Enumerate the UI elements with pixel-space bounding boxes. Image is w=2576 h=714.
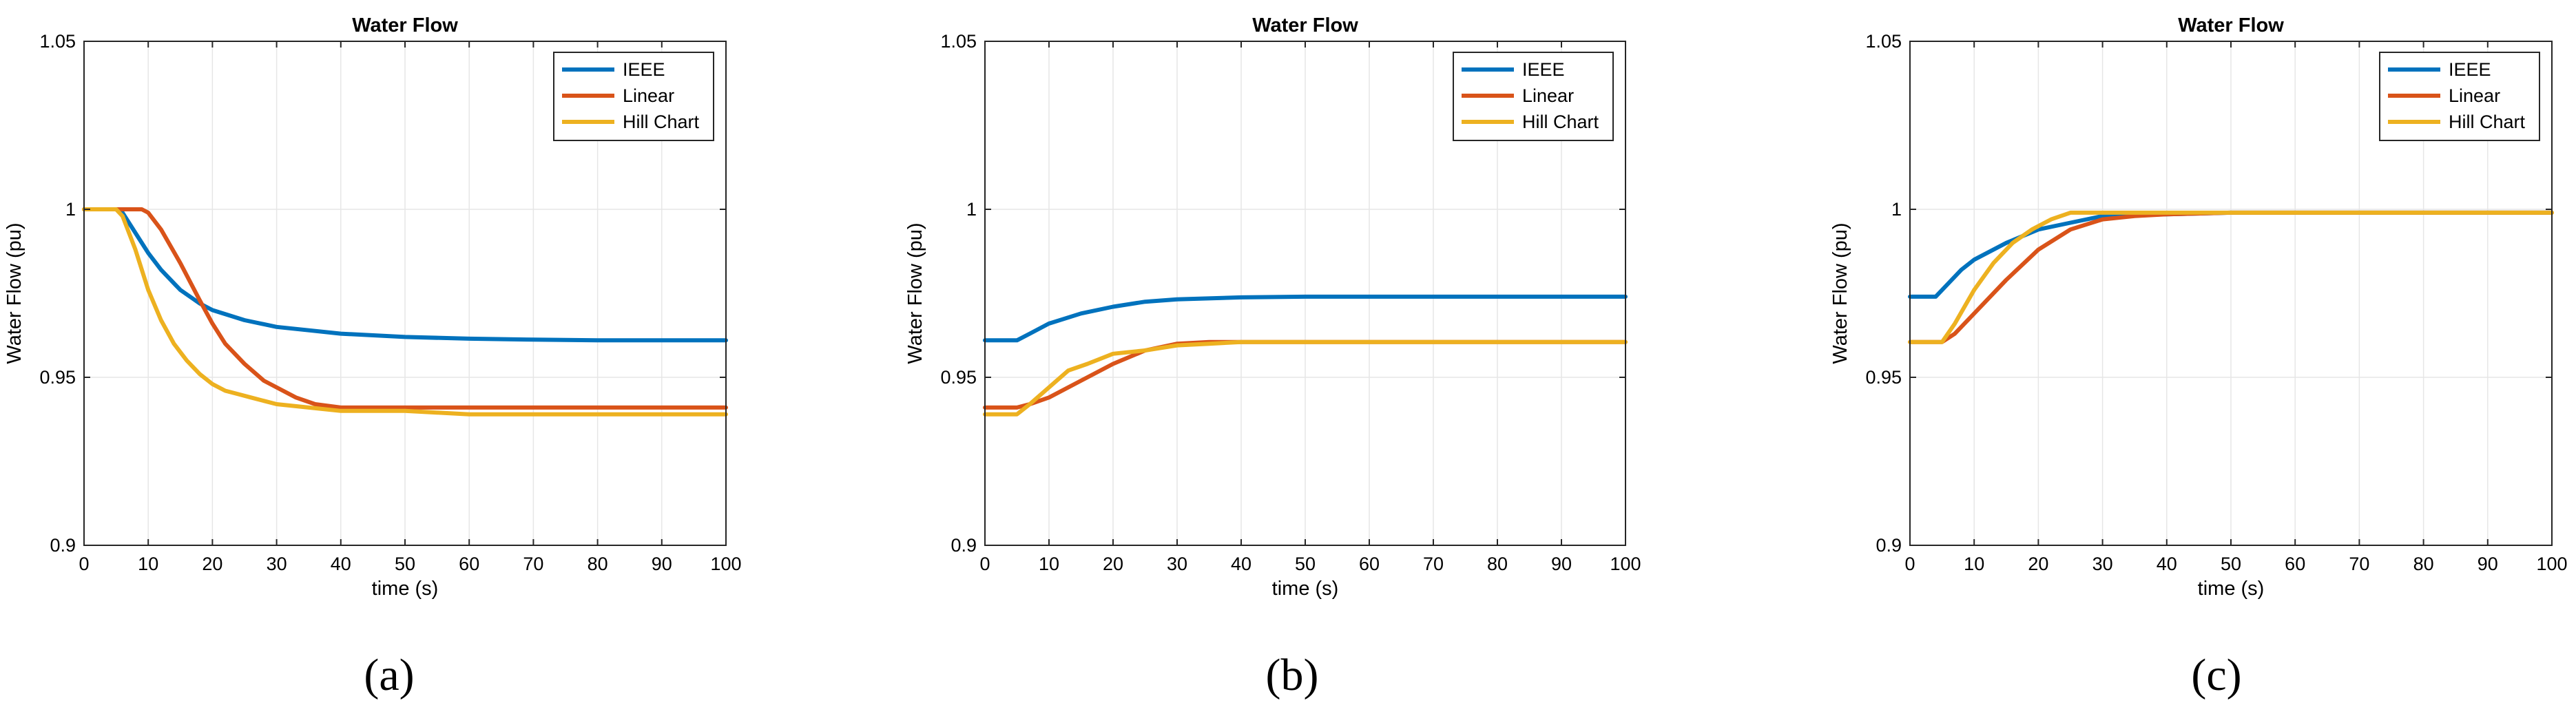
- x-tick-label: 40: [1231, 554, 1251, 574]
- series-line-ieee: [983, 294, 1628, 343]
- legend-entry-label: Hill Chart: [2449, 112, 2526, 132]
- x-tick-label: 90: [652, 554, 672, 574]
- y-tick-label: 1.05: [39, 31, 76, 52]
- y-tick-label: 1: [1891, 199, 1902, 220]
- series-line-ieee: [82, 207, 728, 343]
- series-line-hill-chart: [1908, 210, 2554, 344]
- x-tick-label: 10: [1039, 554, 1059, 574]
- x-tick-label: 50: [1295, 554, 1316, 574]
- x-tick-label: 30: [2092, 554, 2113, 574]
- x-tick-label: 20: [1103, 554, 1123, 574]
- y-tick-label: 1.05: [940, 31, 977, 52]
- x-tick-label: 50: [2221, 554, 2241, 574]
- x-tick-label: 100: [1610, 554, 1641, 574]
- x-tick-label: 100: [2536, 554, 2567, 574]
- y-axis-label: Water Flow (pu): [3, 222, 25, 364]
- legend-entry-label: Hill Chart: [1522, 112, 1599, 132]
- y-tick-label: 1: [966, 199, 977, 220]
- legend: IEEE Linear Hill Chart: [1453, 52, 1614, 141]
- series-line-hill-chart: [82, 207, 728, 417]
- chart-panel-2: 0 10 20 30 40 50 60 70 80 90 100 0.9 0.95 1 1.05 Water …: [904, 14, 1641, 700]
- legend-entry-label: Linear: [2449, 85, 2500, 106]
- y-axis-label: Water Flow (pu): [1829, 222, 1851, 364]
- y-tick-label: 0.9: [951, 535, 977, 556]
- legend-entry-label: IEEE: [623, 59, 665, 80]
- series-line-linear: [82, 207, 728, 410]
- subfigure-caption: (c): [2191, 650, 2241, 700]
- chart-panel-1: 0 10 20 30 40 50 60 70 80 90 100 0.9 0.95 1 1.05 Water …: [3, 14, 742, 700]
- x-tick-label: 90: [2478, 554, 2498, 574]
- legend-entry-label: IEEE: [1522, 59, 1565, 80]
- chart-panel-3: 0 10 20 30 40 50 60 70 80 90 100 0.9 0.95 1 1.05 Water …: [1829, 14, 2568, 700]
- chart-title: Water Flow: [2178, 14, 2284, 36]
- x-tick-label: 0: [1904, 554, 1915, 574]
- x-tick-label: 80: [588, 554, 608, 574]
- x-tick-label: 60: [2285, 554, 2305, 574]
- y-tick-label: 0.9: [1876, 535, 1902, 556]
- legend-entry-label: Linear: [623, 85, 674, 106]
- x-tick-label: 20: [2028, 554, 2048, 574]
- x-tick-label: 50: [395, 554, 415, 574]
- x-tick-label: 0: [979, 554, 990, 574]
- legend-entry-label: Hill Chart: [623, 112, 700, 132]
- x-axis-label: time (s): [1272, 578, 1339, 600]
- x-axis-label: time (s): [372, 578, 439, 600]
- x-tick-label: 40: [2157, 554, 2177, 574]
- x-tick-label: 10: [138, 554, 158, 574]
- x-tick-label: 80: [1487, 554, 1508, 574]
- legend: IEEE Linear Hill Chart: [553, 52, 714, 141]
- y-axis-label: Water Flow (pu): [904, 222, 926, 364]
- y-tick-label: 0.9: [50, 535, 76, 556]
- x-tick-label: 0: [79, 554, 89, 574]
- x-axis-label: time (s): [2198, 578, 2265, 600]
- series-line-hill-chart: [983, 339, 1628, 417]
- subfigure-caption: (b): [1266, 650, 1319, 700]
- x-tick-label: 90: [1551, 554, 1572, 574]
- subfigure-caption: (a): [364, 650, 414, 700]
- chart-title: Water Flow: [1252, 14, 1358, 36]
- x-tick-label: 30: [1167, 554, 1187, 574]
- x-tick-label: 60: [1359, 554, 1380, 574]
- y-tick-label: 0.95: [39, 367, 76, 388]
- x-tick-label: 40: [331, 554, 351, 574]
- legend: IEEE Linear Hill Chart: [2379, 52, 2540, 141]
- x-tick-label: 70: [2349, 554, 2369, 574]
- x-tick-label: 70: [523, 554, 543, 574]
- y-tick-label: 0.95: [1865, 367, 1902, 388]
- legend-entry-label: Linear: [1522, 85, 1574, 106]
- x-tick-label: 20: [202, 554, 222, 574]
- legend-entry-label: IEEE: [2449, 59, 2491, 80]
- x-tick-label: 70: [1423, 554, 1444, 574]
- y-tick-label: 0.95: [940, 367, 977, 388]
- chart-title: Water Flow: [352, 14, 458, 36]
- x-tick-label: 10: [1964, 554, 1984, 574]
- x-tick-label: 80: [2413, 554, 2434, 574]
- y-tick-label: 1.05: [1865, 31, 1902, 52]
- y-tick-label: 1: [65, 199, 76, 220]
- x-tick-label: 60: [459, 554, 479, 574]
- x-tick-label: 100: [710, 554, 741, 574]
- x-tick-label: 30: [267, 554, 287, 574]
